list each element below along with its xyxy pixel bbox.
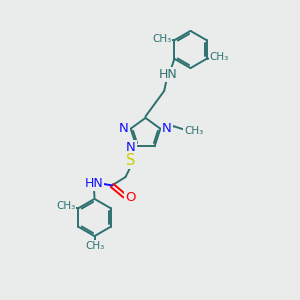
- Text: CH₃: CH₃: [85, 241, 104, 251]
- Text: O: O: [125, 191, 136, 204]
- Text: HN: HN: [158, 68, 177, 81]
- Text: N: N: [119, 122, 129, 135]
- Text: S: S: [126, 153, 136, 168]
- Text: N: N: [126, 141, 136, 154]
- Text: CH₃: CH₃: [152, 34, 171, 44]
- Text: CH₃: CH₃: [56, 201, 75, 211]
- Text: CH₃: CH₃: [184, 126, 203, 136]
- Text: CH₃: CH₃: [210, 52, 229, 62]
- Text: HN: HN: [85, 177, 104, 190]
- Text: N: N: [162, 122, 172, 135]
